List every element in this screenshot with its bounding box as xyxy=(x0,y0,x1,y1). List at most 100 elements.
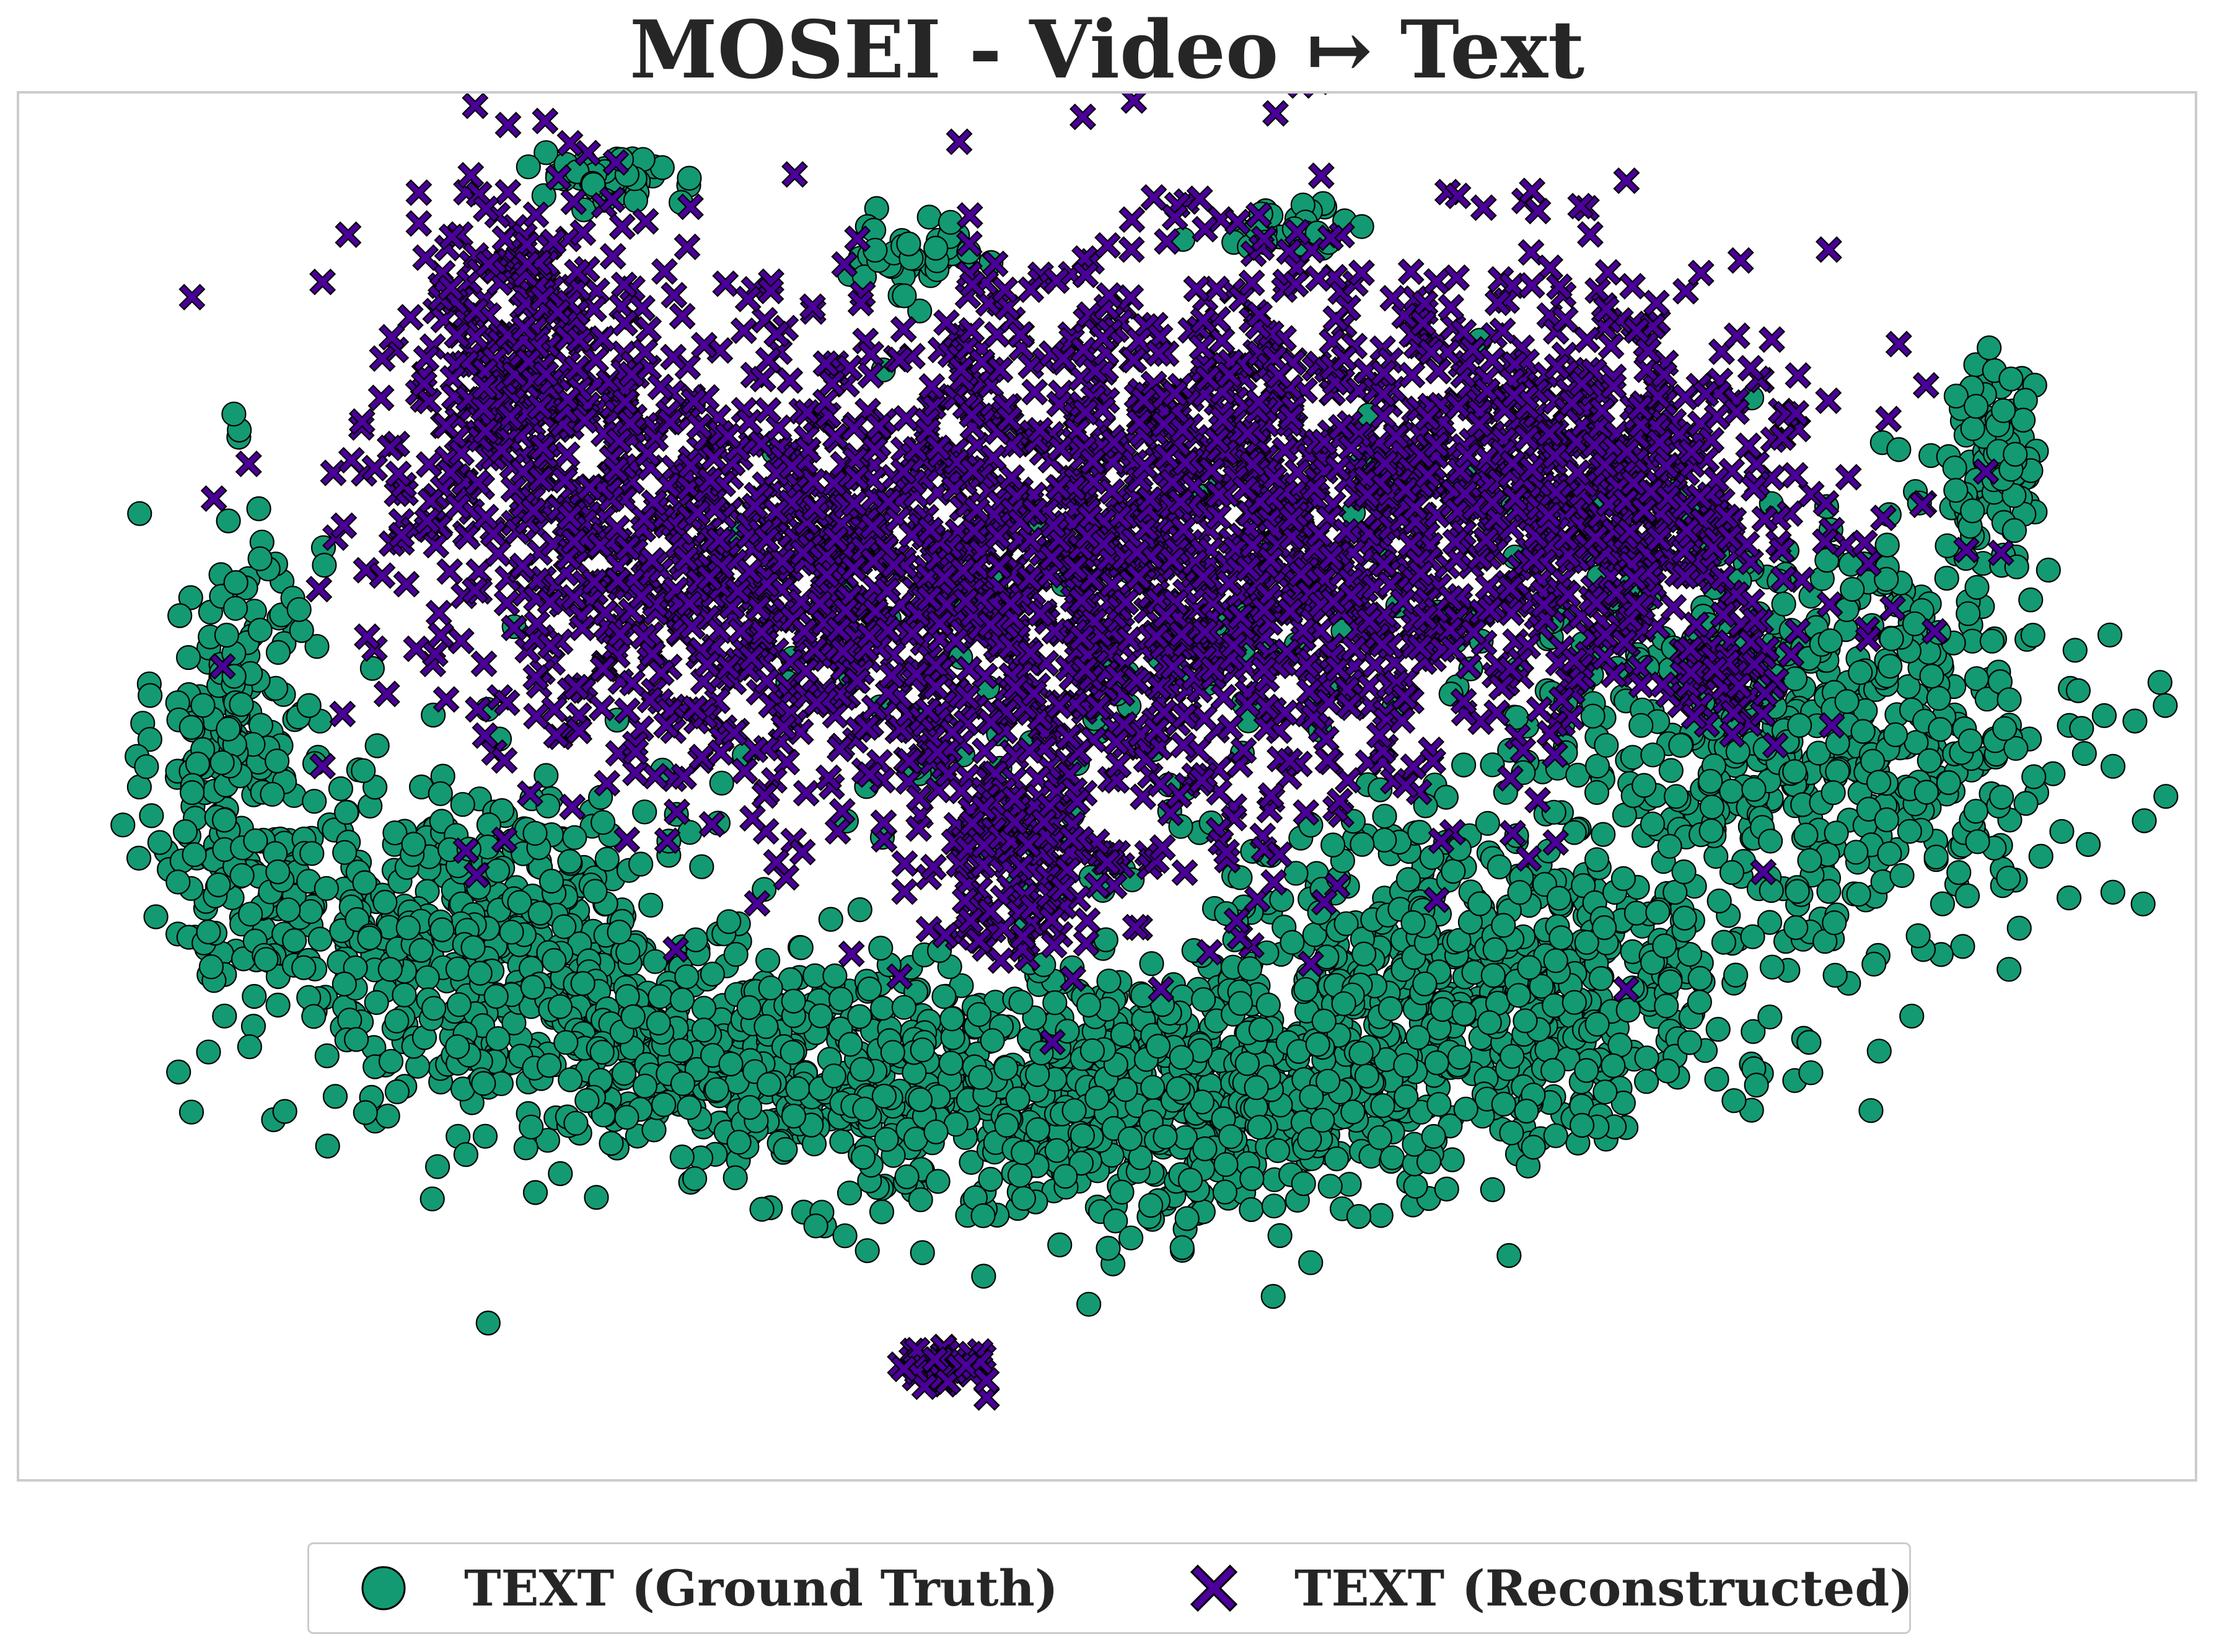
ground-truth-point xyxy=(1825,759,1850,784)
ground-truth-point xyxy=(1042,990,1068,1016)
ground-truth-point xyxy=(980,1028,1005,1053)
ground-truth-point xyxy=(1824,820,1849,846)
ground-truth-point xyxy=(755,947,781,973)
ground-truth-point xyxy=(869,1199,895,1224)
ground-truth-point xyxy=(668,1038,694,1063)
ground-truth-point xyxy=(527,900,553,926)
ground-truth-point xyxy=(1964,393,1989,419)
ground-truth-point xyxy=(221,402,247,427)
chart-title: MOSEI - Video ↦ Text xyxy=(629,4,1585,97)
ground-truth-point xyxy=(1594,732,1619,758)
ground-truth-point xyxy=(993,1055,1019,1081)
ground-truth-point xyxy=(535,793,561,819)
ground-truth-point xyxy=(1451,752,1477,778)
ground-truth-point xyxy=(1118,1225,1144,1250)
ground-truth-point xyxy=(1917,748,1942,773)
ground-truth-point xyxy=(253,947,279,972)
ground-truth-point xyxy=(1997,687,2022,713)
ground-truth-point xyxy=(312,552,337,578)
ground-truth-point xyxy=(1886,437,1912,462)
ground-truth-point xyxy=(558,1067,583,1092)
ground-truth-point xyxy=(1782,758,1808,784)
ground-truth-point xyxy=(1574,1058,1599,1083)
ground-truth-point xyxy=(670,1071,696,1097)
ground-truth-point xyxy=(1514,1098,1539,1124)
ground-truth-point xyxy=(880,1040,905,1065)
ground-truth-point xyxy=(445,1034,470,1060)
ground-truth-point xyxy=(1992,716,2018,741)
ground-truth-point xyxy=(223,569,248,595)
ground-truth-point xyxy=(260,781,285,807)
ground-truth-point xyxy=(780,1040,805,1065)
ground-truth-point xyxy=(1110,1022,1136,1047)
ground-truth-point xyxy=(1591,822,1616,847)
ground-truth-point xyxy=(1543,948,1568,973)
ground-truth-point xyxy=(892,283,917,309)
ground-truth-point xyxy=(1430,996,1456,1022)
ground-truth-point xyxy=(669,987,695,1013)
ground-truth-point xyxy=(139,803,164,828)
ground-truth-point xyxy=(1350,832,1375,857)
ground-truth-point xyxy=(1699,794,1724,820)
ground-truth-point xyxy=(1311,1008,1337,1034)
ground-truth-point xyxy=(1785,879,1810,904)
ground-truth-point xyxy=(638,892,664,918)
ground-truth-point xyxy=(1926,685,1951,711)
ground-truth-point xyxy=(301,1004,327,1029)
ground-truth-point xyxy=(138,683,163,708)
ground-truth-point xyxy=(1645,899,1671,925)
ground-truth-point xyxy=(446,992,472,1017)
ground-truth-point xyxy=(908,1187,933,1213)
ground-truth-point xyxy=(574,1087,600,1114)
ground-truth-point xyxy=(907,1087,933,1112)
ground-truth-point xyxy=(1991,398,2016,423)
ground-truth-point xyxy=(1979,628,2005,654)
ground-truth-point xyxy=(1878,653,1903,679)
ground-truth-point xyxy=(126,845,152,871)
ground-truth-point xyxy=(1439,1147,1465,1172)
ground-truth-point xyxy=(674,964,700,990)
ground-truth-point xyxy=(1079,1038,1105,1063)
ground-truth-point xyxy=(2006,915,2032,941)
ground-truth-point xyxy=(828,986,854,1012)
ground-truth-point xyxy=(1757,1004,1783,1030)
ground-truth-point xyxy=(1174,1206,1200,1231)
ground-truth-point xyxy=(1640,742,1666,768)
ground-truth-point xyxy=(1507,880,1532,905)
ground-truth-point xyxy=(971,1263,996,1289)
ground-truth-point xyxy=(1145,1034,1171,1059)
ground-truth-point xyxy=(1190,987,1216,1013)
ground-truth-point xyxy=(421,996,447,1021)
ground-truth-point xyxy=(1109,1179,1135,1205)
ground-truth-point xyxy=(485,858,511,884)
ground-truth-point xyxy=(2122,708,2148,734)
ground-truth-point xyxy=(1521,1135,1546,1160)
ground-truth-point xyxy=(516,154,541,180)
ground-truth-point xyxy=(594,846,620,872)
ground-truth-point xyxy=(599,1130,624,1156)
ground-truth-point xyxy=(923,1119,949,1145)
ground-truth-point xyxy=(677,820,703,845)
ground-truth-point xyxy=(1487,854,1512,880)
ground-truth-point xyxy=(1517,955,1542,980)
ground-truth-point xyxy=(1117,1126,1143,1151)
ground-truth-point xyxy=(408,938,434,963)
ground-truth-point xyxy=(1475,811,1500,836)
ground-truth-point xyxy=(289,618,314,643)
ground-truth-point xyxy=(304,634,330,659)
ground-truth-point xyxy=(333,799,359,825)
ground-truth-point xyxy=(1610,866,1636,892)
ground-truth-point xyxy=(272,1099,297,1124)
ground-truth-point xyxy=(1628,713,1654,738)
ground-truth-point xyxy=(1496,1242,1522,1268)
ground-truth-point xyxy=(553,1030,579,1055)
ground-truth-point xyxy=(590,810,616,835)
ground-truth-point xyxy=(1237,956,1263,982)
ground-truth-point xyxy=(1441,858,1466,884)
ground-truth-point xyxy=(165,869,191,895)
ground-truth-point xyxy=(570,970,595,996)
ground-truth-point xyxy=(299,841,325,866)
ground-truth-point xyxy=(1011,1185,1037,1211)
ground-truth-point xyxy=(1905,923,1931,949)
ground-truth-point xyxy=(172,819,198,845)
